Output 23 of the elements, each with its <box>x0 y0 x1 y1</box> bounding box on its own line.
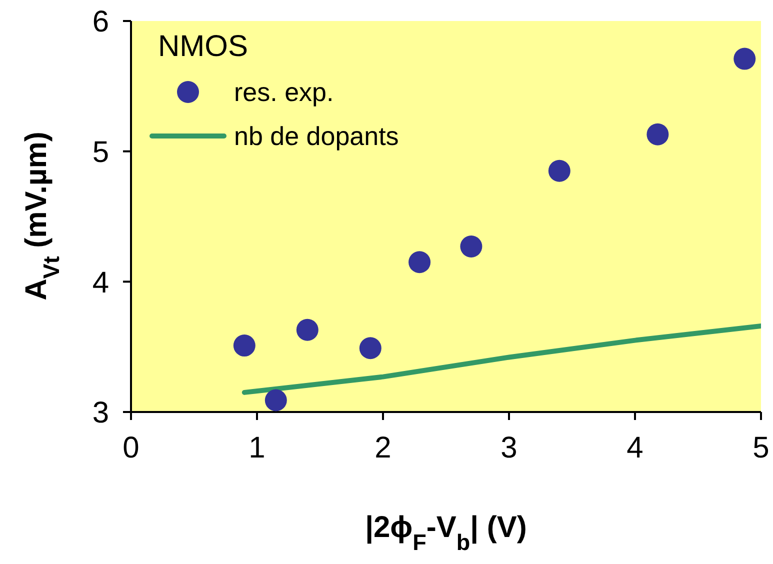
point <box>264 389 287 412</box>
x-tick-label: 3 <box>500 431 518 464</box>
point <box>646 123 669 146</box>
point <box>460 235 482 258</box>
x-tick-label: 2 <box>374 431 392 464</box>
point <box>408 251 431 274</box>
y-tick-label: 4 <box>92 266 109 300</box>
legend-label: res. exp. <box>234 76 334 108</box>
point <box>296 318 318 341</box>
x-tick-label: 1 <box>248 431 266 464</box>
x-axis-title: |2ϕ$_{F}$-V$_{b}$| (V) <box>365 511 527 554</box>
x-tick-label: 0 <box>122 431 140 464</box>
point <box>359 337 382 360</box>
point <box>548 160 570 182</box>
y-tick-label: 5 <box>92 136 109 169</box>
legend-title: NMOS <box>158 30 249 64</box>
x-tick-label: 4 <box>626 431 644 464</box>
x-tick-label: 5 <box>752 431 770 464</box>
point <box>734 48 756 70</box>
point <box>233 334 256 357</box>
y-tick-label: 3 <box>92 396 109 430</box>
legend-label: nb de dopants <box>234 120 399 152</box>
y-tick-label: 6 <box>92 6 109 39</box>
